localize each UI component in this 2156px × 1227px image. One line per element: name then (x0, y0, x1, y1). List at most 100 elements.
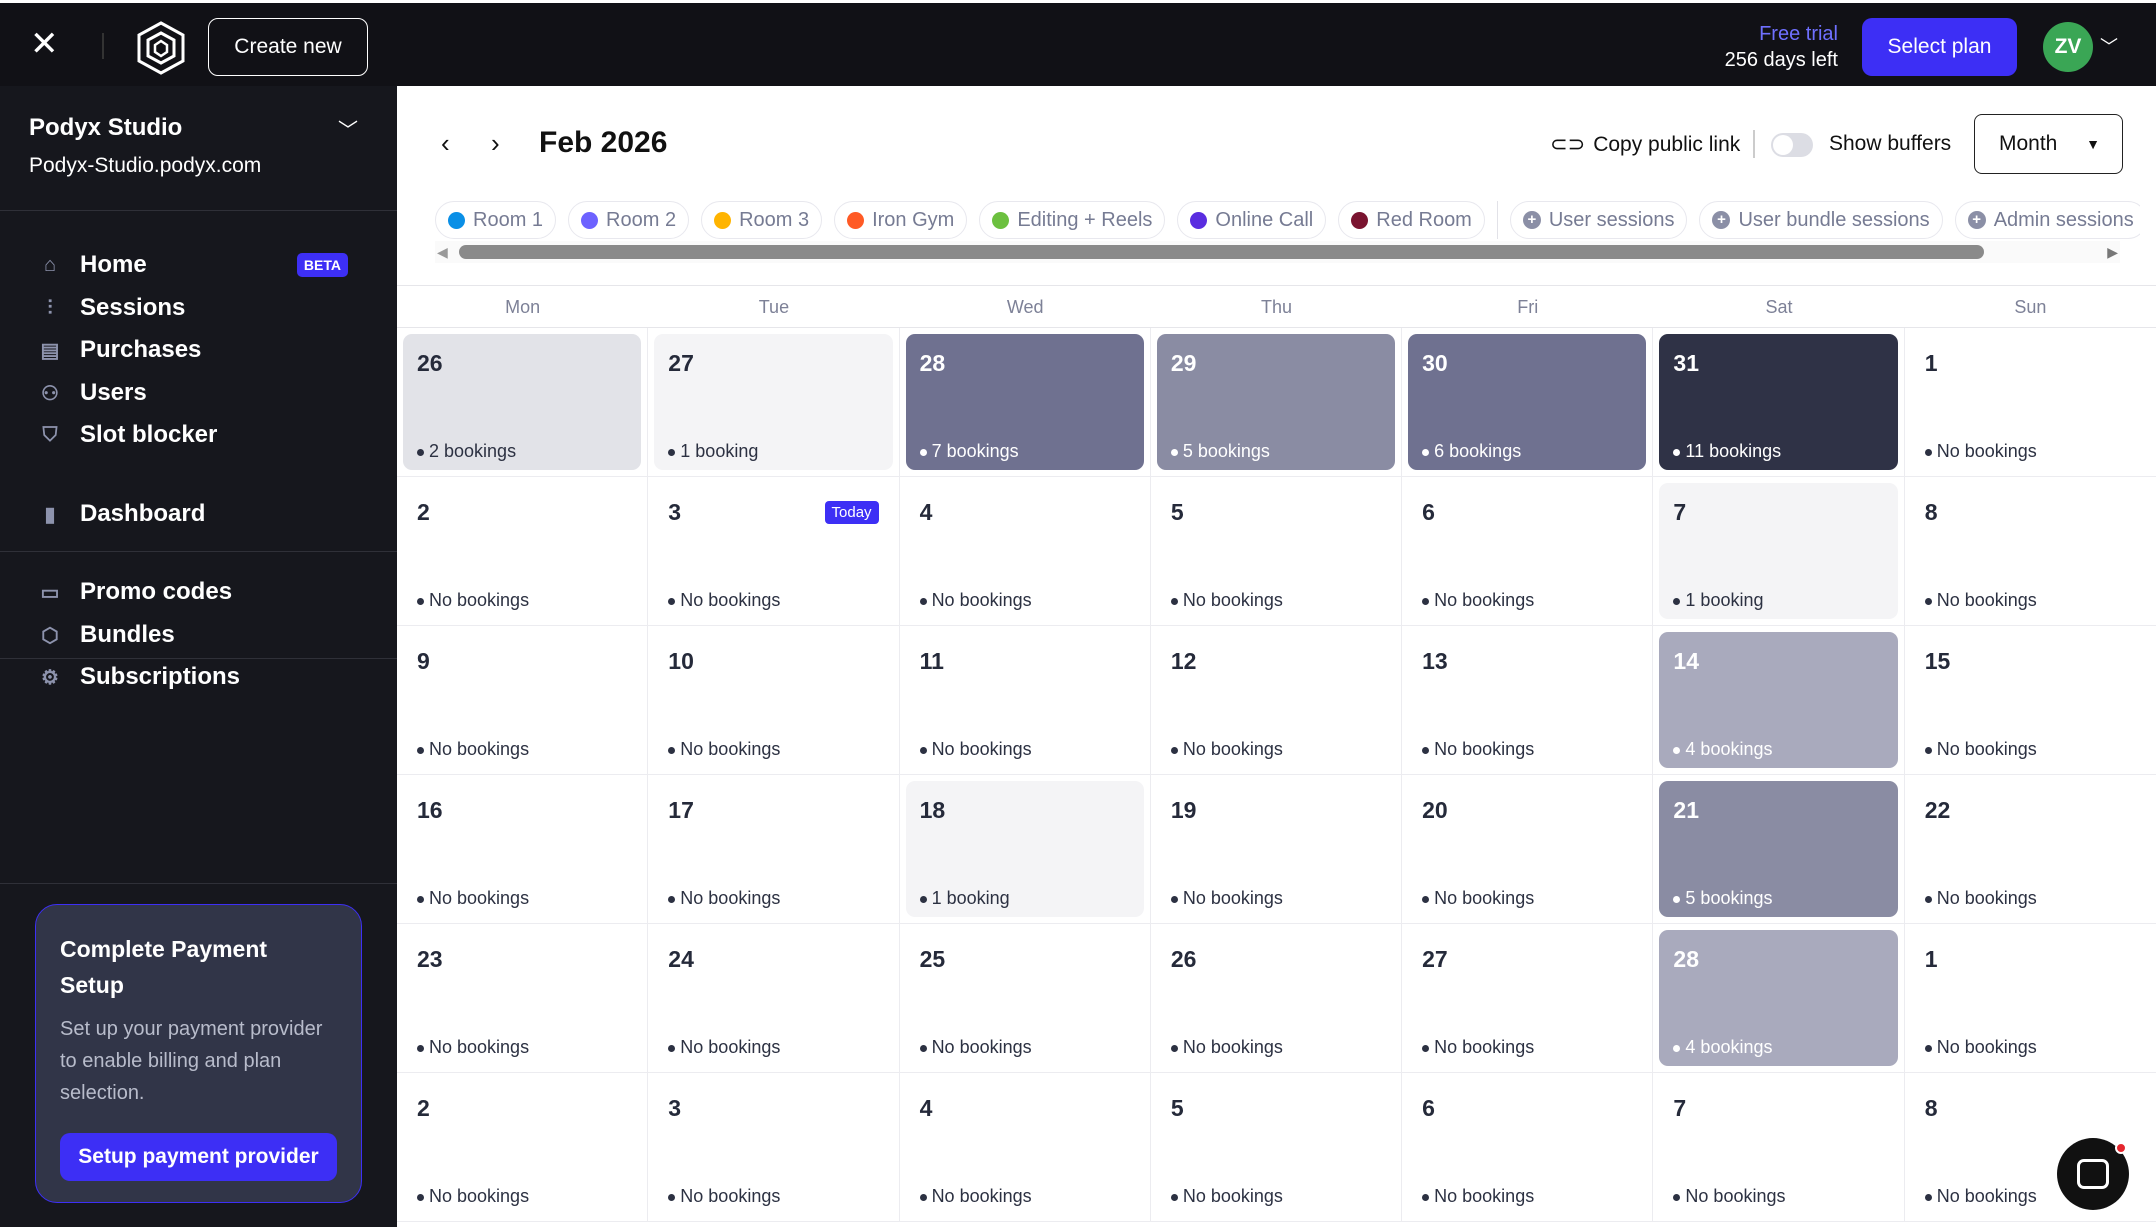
day-cell[interactable]: 31 11 bookings (1653, 328, 1905, 477)
day-cell[interactable]: 28 4 bookings (1653, 924, 1905, 1073)
chevron-down-icon[interactable]: ﹀ (2100, 37, 2118, 57)
day-cell[interactable]: 18 1 booking (899, 775, 1151, 924)
chat-button[interactable] (2057, 1138, 2129, 1210)
day-cell[interactable]: 29 5 bookings (1150, 328, 1403, 477)
booking-count: No bookings (668, 590, 780, 611)
sidebar-item-home[interactable]: ⌂ Home BETA (38, 251, 348, 279)
day-cell[interactable]: 26 No bookings (1150, 924, 1403, 1073)
day-cell[interactable]: 20 No bookings (1402, 775, 1654, 924)
day-cell[interactable]: 13 No bookings (1402, 626, 1654, 775)
day-cell[interactable]: 26 2 bookings (397, 328, 649, 477)
day-cell[interactable]: 2 No bookings (397, 1073, 649, 1222)
booking-count: No bookings (1171, 590, 1283, 611)
day-cell[interactable]: 17 No bookings (648, 775, 900, 924)
copy-link-label: Copy public link (1593, 132, 1741, 156)
chevron-down-icon[interactable]: ﹀ (338, 120, 358, 142)
show-buffers-label: Show buffers (1829, 132, 1952, 155)
day-cell[interactable]: 2 No bookings (397, 477, 649, 626)
day-cell[interactable]: 6 No bookings (1402, 477, 1654, 626)
day-cell[interactable]: 27 1 booking (648, 328, 900, 477)
day-cell[interactable]: 21 5 bookings (1653, 775, 1905, 924)
day-cell[interactable]: 7 1 booking (1653, 477, 1905, 626)
day-cell[interactable]: 5 No bookings (1150, 477, 1403, 626)
sidebar-item-subscriptions[interactable]: ⚙ Subscriptions (38, 663, 348, 691)
sidebar-item-promo-codes[interactable]: ▭ Promo codes (38, 578, 348, 606)
day-number: 8 (1924, 499, 1938, 525)
day-cell[interactable]: 19 No bookings (1150, 775, 1403, 924)
booking-count: 1 booking (920, 888, 1010, 909)
scrollbar-thumb[interactable] (459, 245, 1984, 259)
day-cell[interactable]: 23 No bookings (397, 924, 649, 1073)
day-cell[interactable]: 10 No bookings (648, 626, 900, 775)
day-number: 1 (1924, 350, 1938, 376)
filter-chip[interactable]: Online Call (1177, 201, 1327, 239)
session-filter-chip[interactable]: + Admin sessions (1954, 201, 2140, 239)
booking-count: No bookings (1171, 1037, 1283, 1058)
chip-label: User bundle sessions (1738, 208, 1930, 231)
show-buffers-toggle[interactable] (1771, 133, 1813, 157)
day-cell[interactable]: 5 No bookings (1150, 1073, 1403, 1222)
view-select[interactable]: Month ▼ (1974, 114, 2123, 174)
avatar[interactable]: ZV (2043, 22, 2093, 72)
day-cell[interactable]: 30 6 bookings (1402, 328, 1654, 477)
create-new-button[interactable]: Create new (208, 18, 368, 76)
weekday-label: Sat (1765, 297, 1793, 317)
day-cell[interactable]: 1 No bookings (1904, 328, 2156, 477)
sidebar-item-bundles[interactable]: ⬡ Bundles (38, 621, 348, 649)
setup-payment-provider-button[interactable]: Setup payment provider (60, 1133, 337, 1181)
day-cell[interactable]: 4 No bookings (899, 1073, 1151, 1222)
filter-chip[interactable]: Editing + Reels (979, 201, 1166, 239)
scroll-left-icon[interactable]: ◀ (437, 244, 448, 260)
day-cell[interactable]: 15 No bookings (1904, 626, 2156, 775)
divider (0, 551, 397, 552)
day-cell[interactable]: 3 No bookings (648, 1073, 900, 1222)
copy-public-link-button[interactable]: ⊂⊃ Copy public link (1550, 132, 1740, 157)
filter-chip[interactable]: Room 1 (435, 201, 557, 239)
filter-chip[interactable]: Room 2 (568, 201, 690, 239)
booking-count: No bookings (1422, 888, 1534, 909)
chip-label: Editing + Reels (1017, 208, 1153, 231)
filter-scrollbar[interactable]: ◀ ▶ (435, 241, 2120, 263)
day-cell[interactable]: 3 Today No bookings (648, 477, 900, 626)
prev-month-icon[interactable]: ‹ (441, 128, 450, 158)
day-cell[interactable]: 7 No bookings (1653, 1073, 1905, 1222)
filter-chip[interactable]: Iron Gym (834, 201, 968, 239)
sidebar-item-slot-blocker[interactable]: ⛉ Slot blocker (38, 421, 348, 449)
sidebar-item-users[interactable]: ⚇ Users (38, 379, 348, 407)
day-number: 8 (1924, 1095, 1938, 1121)
day-cell[interactable]: 22 No bookings (1904, 775, 2156, 924)
link-icon: ⊂⊃ (1550, 133, 1586, 156)
day-cell[interactable]: 27 No bookings (1402, 924, 1654, 1073)
day-cell[interactable]: 4 No bookings (899, 477, 1151, 626)
session-filter-chip[interactable]: + User bundle sessions (1699, 201, 1943, 239)
sidebar-item-purchases[interactable]: ▤ Purchases (38, 336, 348, 364)
day-number: 18 (919, 797, 946, 823)
day-cell[interactable]: 25 No bookings (899, 924, 1151, 1073)
day-cell[interactable]: 16 No bookings (397, 775, 649, 924)
day-cell[interactable]: 14 4 bookings (1653, 626, 1905, 775)
sidebar-item-sessions[interactable]: ⫶ Sessions (38, 294, 348, 322)
day-cell[interactable]: 24 No bookings (648, 924, 900, 1073)
scroll-right-icon[interactable]: ▶ (2107, 244, 2118, 260)
filter-chip[interactable]: Red Room (1338, 201, 1485, 239)
next-month-icon[interactable]: › (491, 128, 500, 158)
day-cell[interactable]: 8 No bookings (1904, 477, 2156, 626)
filter-chip[interactable]: Room 3 (701, 201, 823, 239)
day-cell[interactable]: 9 No bookings (397, 626, 649, 775)
day-cell[interactable]: 6 No bookings (1402, 1073, 1654, 1222)
podyx-logo-icon[interactable] (136, 21, 186, 80)
session-filter-chip[interactable]: + User sessions (1509, 201, 1688, 239)
day-number: 17 (668, 797, 694, 823)
select-plan-button[interactable]: Select plan (1862, 18, 2017, 76)
chip-label: Online Call (1215, 208, 1314, 231)
booking-count: No bookings (668, 1037, 780, 1058)
chip-label: Red Room (1376, 208, 1472, 231)
studio-name[interactable]: Podyx Studio (29, 114, 183, 141)
day-cell[interactable]: 1 No bookings (1904, 924, 2156, 1073)
day-cell[interactable]: 28 7 bookings (899, 328, 1151, 477)
close-icon[interactable]: ✕ (30, 25, 59, 63)
day-cell[interactable]: 12 No bookings (1150, 626, 1403, 775)
sidebar-item-dashboard[interactable]: ▮ Dashboard (38, 500, 348, 528)
day-cell[interactable]: 8 No bookings (1904, 1073, 2156, 1222)
day-cell[interactable]: 11 No bookings (899, 626, 1151, 775)
